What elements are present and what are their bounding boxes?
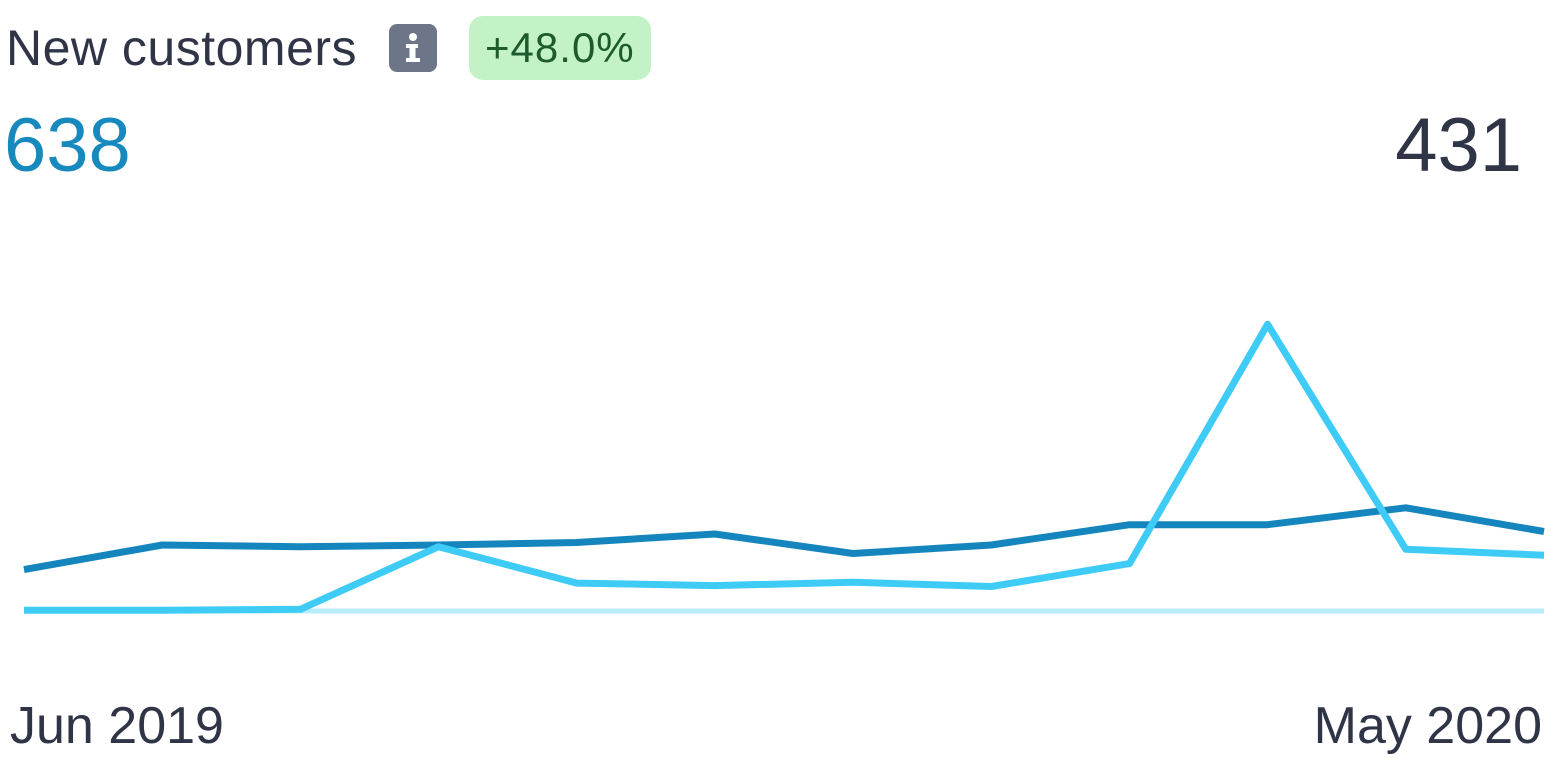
info-glyph xyxy=(406,33,421,62)
primary-series-line xyxy=(23,504,1545,574)
x-axis-start-label: Jun 2019 xyxy=(10,697,224,755)
previous-period-value: 431 xyxy=(1395,103,1522,188)
change-badge: +48.0% xyxy=(469,16,651,80)
chart-header: New customers +48.0% xyxy=(6,16,651,80)
secondary-series-line xyxy=(24,320,1545,614)
series-layer xyxy=(23,320,1545,614)
chart-title: New customers xyxy=(6,20,358,76)
x-axis-end-label: May 2020 xyxy=(1313,697,1542,755)
current-period-value: 638 xyxy=(4,103,131,188)
info-icon[interactable] xyxy=(389,24,438,72)
